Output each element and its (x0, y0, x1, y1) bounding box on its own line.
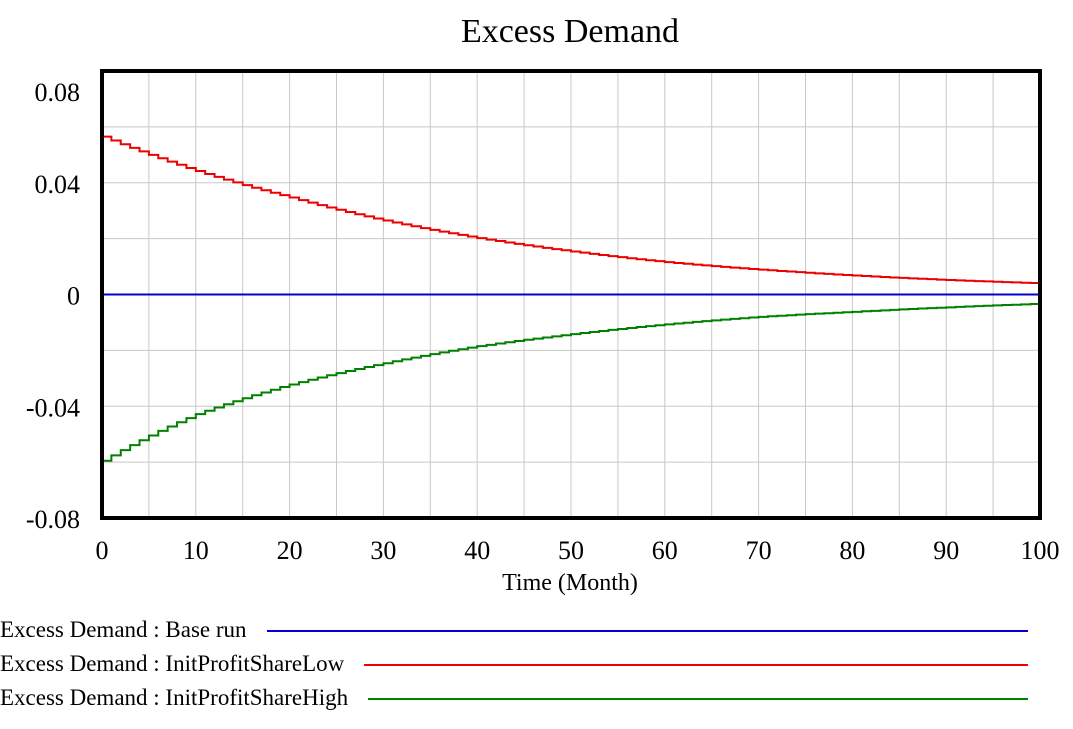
legend-item: Excess Demand : InitProfitShareHigh (0, 683, 1073, 717)
x-tick-label: 20 (277, 536, 303, 565)
x-tick-label: 70 (746, 536, 772, 565)
x-tick-label: 100 (1021, 536, 1060, 565)
legend-item: Excess Demand : Base run (0, 615, 1073, 649)
chart-title: Excess Demand (461, 13, 679, 50)
x-axis-label: Time (Month) (502, 570, 638, 596)
y-tick-label: -0.08 (26, 505, 80, 534)
x-tick-label: 30 (370, 536, 396, 565)
legend-swatch (368, 698, 1028, 700)
chart: Excess Demand 0.08 0.04 0 -0.04 -0.08 0 10 20 3… (26, 13, 1060, 596)
x-axis-ticks: 0 10 20 30 40 50 60 70 80 90 100 (96, 536, 1060, 565)
y-axis-ticks: 0.08 0.04 0 -0.04 -0.08 (26, 78, 80, 534)
series-line-2 (102, 135, 1041, 285)
x-tick-label: 50 (558, 536, 584, 565)
legend-swatch (364, 664, 1028, 666)
y-tick-label: -0.04 (26, 393, 80, 422)
y-tick-label: 0 (67, 282, 80, 311)
legend-swatch (266, 630, 1028, 632)
y-tick-label: 0.08 (35, 78, 81, 107)
x-tick-label: 40 (464, 536, 490, 565)
plot-frame (100, 69, 1042, 520)
y-tick-label: 0.04 (35, 170, 81, 199)
x-tick-label: 80 (839, 536, 865, 565)
legend-label: Excess Demand : Base run (0, 617, 247, 642)
legend-label: Excess Demand : InitProfitShareHigh (0, 685, 349, 710)
x-tick-label: 90 (933, 536, 959, 565)
x-tick-label: 60 (652, 536, 678, 565)
x-tick-label: 10 (183, 536, 209, 565)
legend-label: Excess Demand : InitProfitShareLow (0, 651, 345, 676)
chart-legend: Excess Demand : Base run Excess Demand : … (0, 615, 1073, 717)
plot-series (102, 135, 1041, 462)
series-line-3 (102, 303, 1041, 462)
legend-item: Excess Demand : InitProfitShareLow (0, 649, 1073, 683)
x-tick-label: 0 (96, 536, 109, 565)
